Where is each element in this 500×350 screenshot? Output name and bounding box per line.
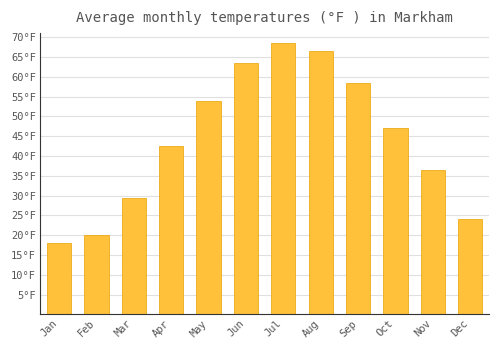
Bar [159,146,184,314]
Bar [84,235,108,314]
Bar [196,100,220,314]
Bar [271,43,295,314]
Title: Average monthly temperatures (°F ) in Markham: Average monthly temperatures (°F ) in Ma… [76,11,453,25]
Bar [234,63,258,314]
Bar [47,243,71,314]
Bar [458,219,482,314]
Bar [384,128,407,314]
Bar [346,83,370,314]
Bar [122,197,146,314]
Bar [308,51,333,314]
Bar [420,170,445,314]
